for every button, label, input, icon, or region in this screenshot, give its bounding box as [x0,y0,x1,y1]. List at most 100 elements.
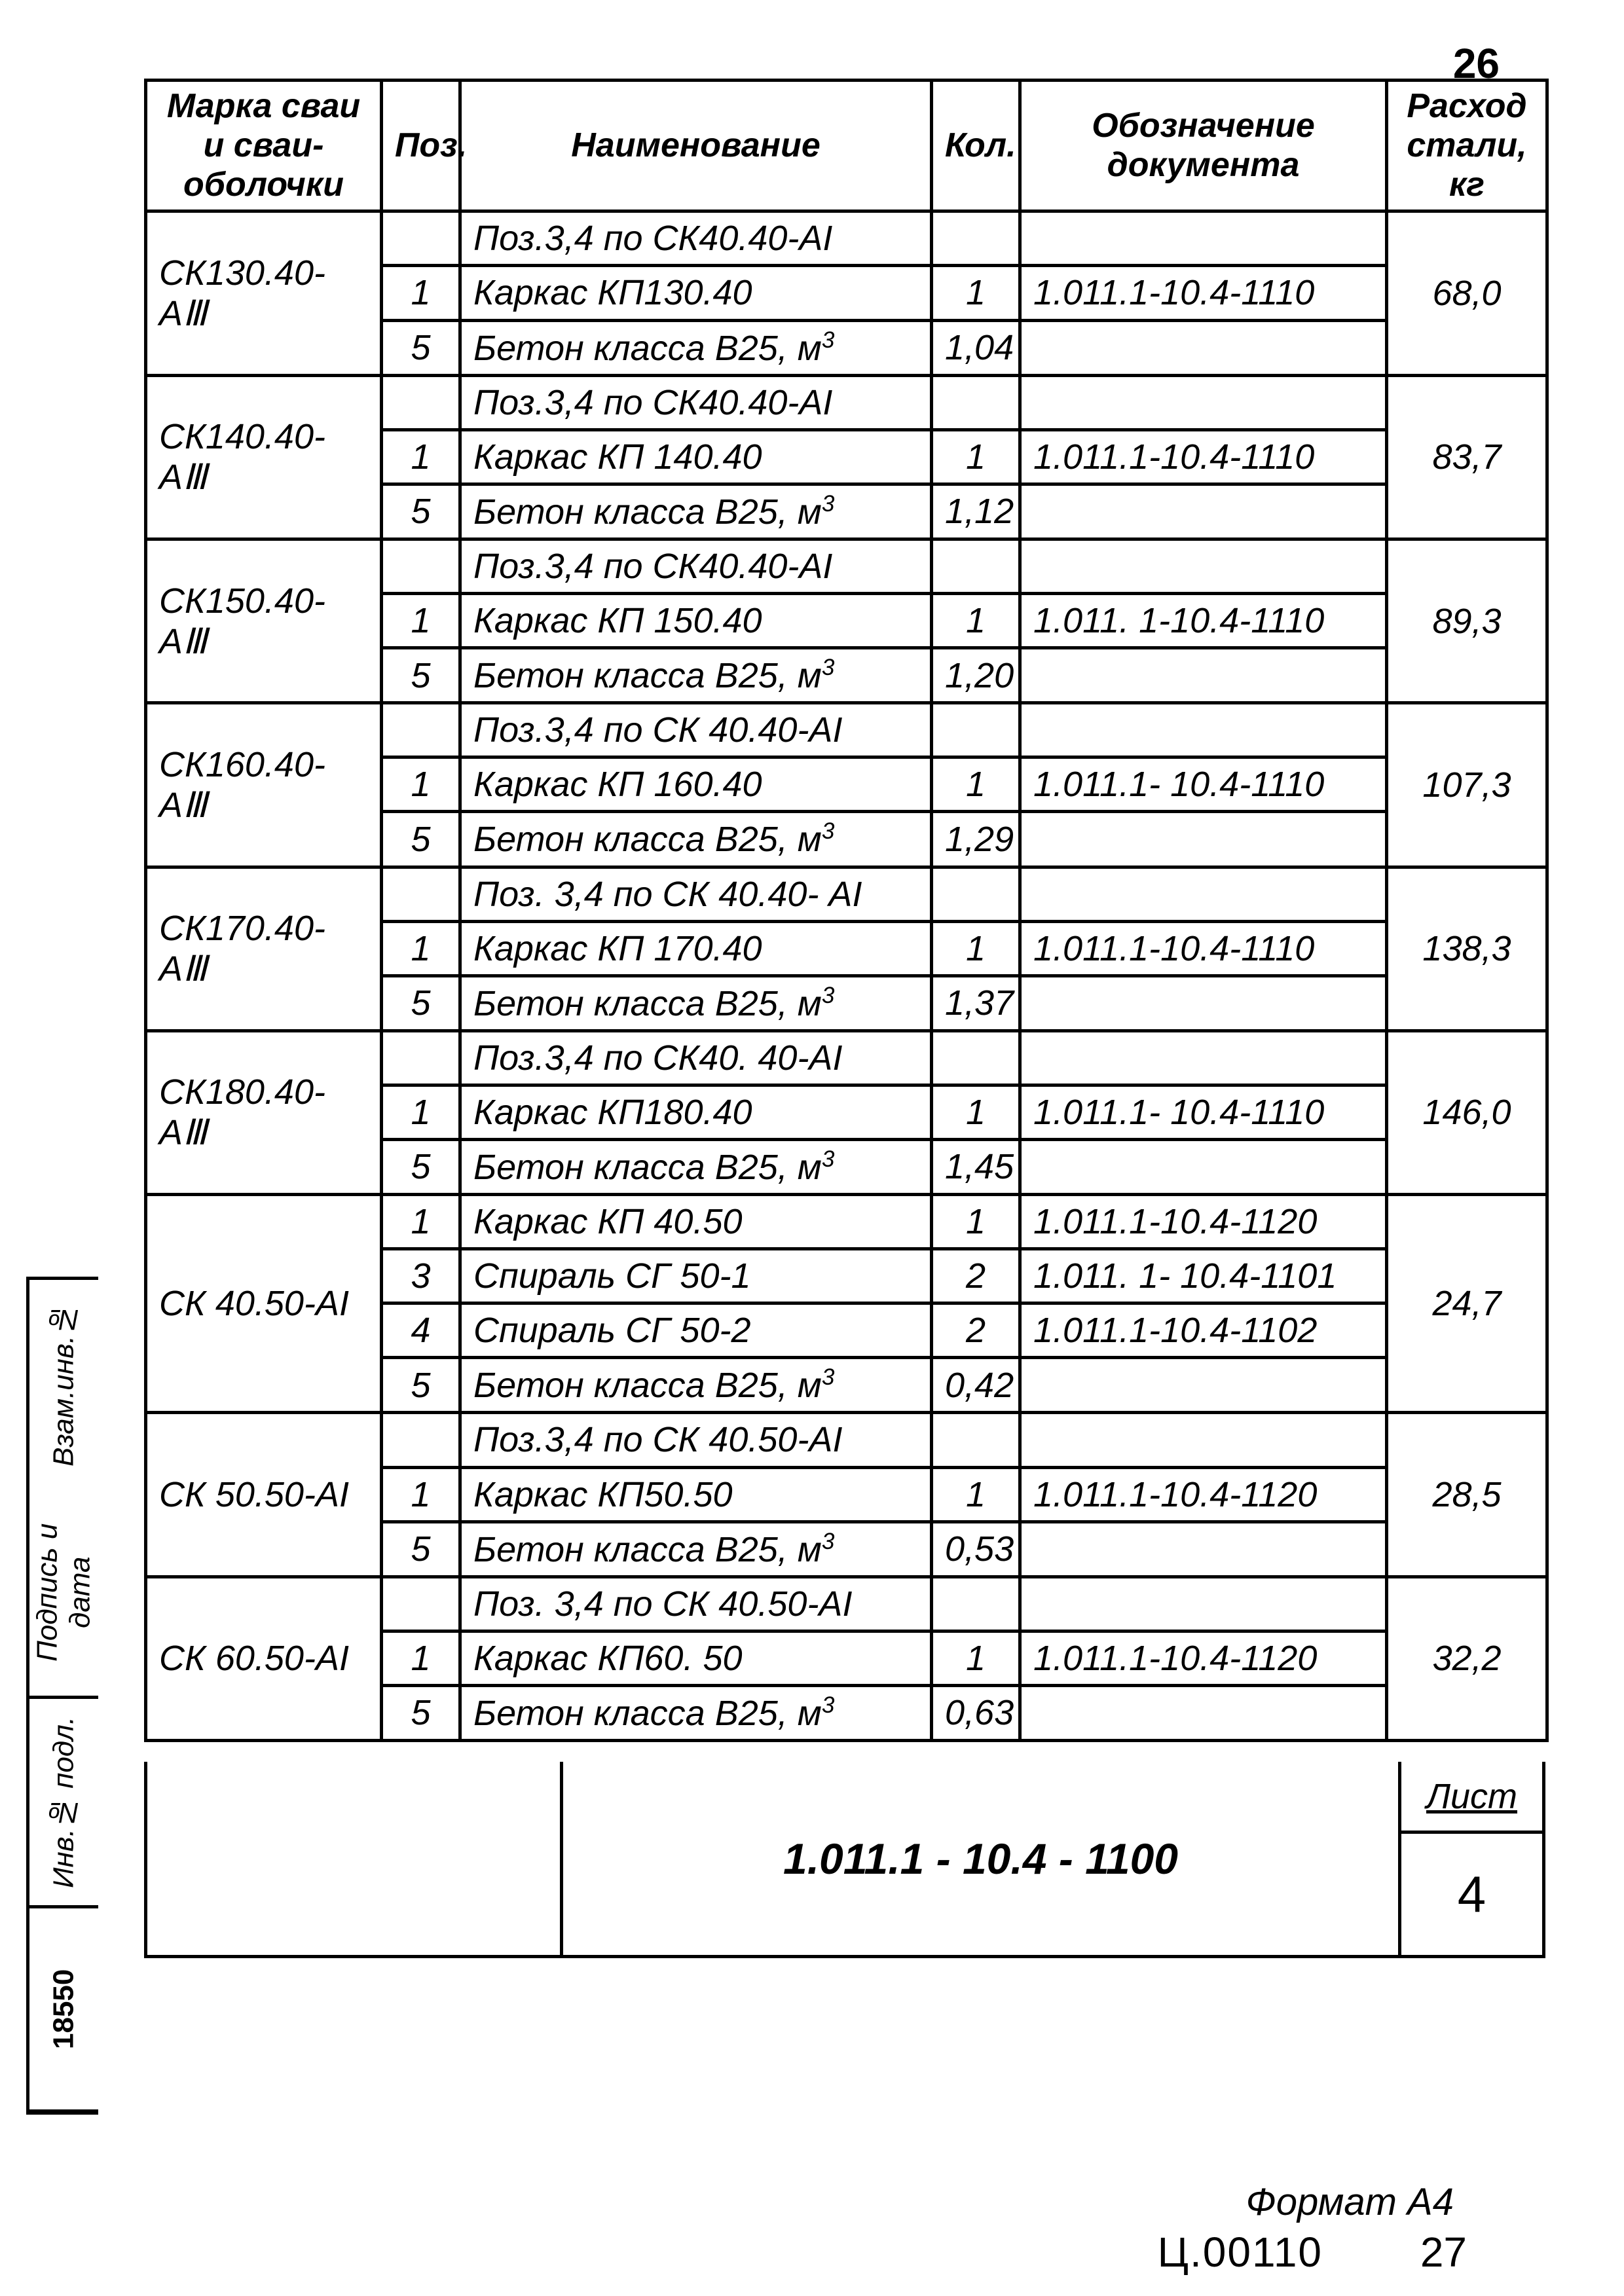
cell-name: Каркас КП 170.40 [460,921,932,975]
cell-qty: 1 [932,1085,1020,1139]
cell-steel: 138,3 [1387,867,1547,1030]
left-rail-cell-3: Инв.№ подл. [29,1699,98,1908]
cell-name: Каркас КП130.40 [460,266,932,320]
cell-pos: 1 [382,429,460,484]
cell-name: Поз.3,4 по СК40. 40-АI [460,1030,932,1085]
cell-doc [1020,1685,1387,1740]
cell-doc: 1.011.1-10.4-1120 [1020,1195,1387,1249]
cell-qty [932,703,1020,757]
cell-qty [932,867,1020,921]
cell-doc: 1.011.1- 10.4-1110 [1020,1085,1387,1139]
header-mark: Марка сваи и сваи-оболочки [146,81,382,211]
page-number: 26 [1453,39,1500,88]
cell-pos [382,1413,460,1467]
cell-doc [1020,539,1387,593]
cell-name: Бетон класса В25, м3 [460,812,932,867]
cell-pos [382,211,460,266]
cell-qty: 2 [932,1249,1020,1303]
cell-name: Поз. 3,4 по СК 40.50-АI [460,1576,932,1631]
cell-doc: 1.011.1-10.4-1110 [1020,429,1387,484]
cell-qty: 1,37 [932,975,1020,1030]
cell-qty [932,1576,1020,1631]
table-row: СК 50.50-АIПоз.3,4 по СК 40.50-АI28,5 [146,1413,1547,1467]
cell-name: Каркас КП 140.40 [460,429,932,484]
cell-doc [1020,1139,1387,1194]
cell-name: Поз.3,4 по СК40.40-АI [460,375,932,429]
title-block-right: 1.011.1 - 10.4 - 1100 Лист 4 [563,1762,1545,1958]
cell-pos [382,867,460,921]
cell-steel: 83,7 [1387,375,1547,539]
cell-pos: 1 [382,757,460,812]
sheet-number: 4 [1401,1834,1542,1955]
cell-pos: 5 [382,975,460,1030]
cell-qty: 1,12 [932,484,1020,539]
cell-doc: 1.011. 1-10.4-1110 [1020,594,1387,648]
cell-pos: 1 [382,921,460,975]
cell-pos: 1 [382,266,460,320]
cell-qty: 1,45 [932,1139,1020,1194]
cell-name: Поз.3,4 по СК40.40-АI [460,211,932,266]
cell-pos: 5 [382,1522,460,1576]
left-rail-cell-2: Подпись и дата [29,1489,98,1699]
cell-name: Бетон класса В25, м3 [460,1358,932,1413]
cell-qty: 1 [932,1467,1020,1522]
cell-doc [1020,648,1387,703]
cell-pos: 5 [382,812,460,867]
cell-qty: 1 [932,594,1020,648]
cell-name: Каркас КП 160.40 [460,757,932,812]
cell-qty: 1 [932,266,1020,320]
cell-qty: 1 [932,429,1020,484]
cell-qty [932,211,1020,266]
cell-qty [932,375,1020,429]
cell-pos [382,1576,460,1631]
cell-pos: 5 [382,648,460,703]
sheet-label: Лист [1401,1762,1542,1834]
table-row: СК 40.50-АI1Каркас КП 40.5011.011.1-10.4… [146,1195,1547,1249]
cell-name: Бетон класса В25, м3 [460,648,932,703]
cell-pos: 1 [382,1467,460,1522]
cell-pos: 5 [382,484,460,539]
cell-doc [1020,812,1387,867]
left-rail: Взам.инв.№ Подпись и дата Инв.№ подл. 18… [26,1277,98,2115]
table-row: СК130.40-АⅢПоз.3,4 по СК40.40-АI68,0 [146,211,1547,266]
left-rail-cell-1: Взам.инв.№ [29,1280,98,1489]
cell-doc: 1.011.1-10.4-1110 [1020,921,1387,975]
cell-doc [1020,320,1387,375]
cell-mark: СК 40.50-АI [146,1195,382,1413]
sheet-box: Лист 4 [1398,1762,1542,1955]
cell-pos: 3 [382,1249,460,1303]
table-row: СК180.40-АⅢПоз.3,4 по СК40. 40-АI146,0 [146,1030,1547,1085]
table-row: СК150.40-АⅢПоз.3,4 по СК40.40-АI89,3 [146,539,1547,593]
cell-name: Каркас КП60. 50 [460,1631,932,1685]
cell-name: Бетон класса В25, м3 [460,484,932,539]
cell-steel: 28,5 [1387,1413,1547,1576]
cell-steel: 32,2 [1387,1576,1547,1740]
cell-name: Бетон класса В25, м3 [460,1685,932,1740]
cell-pos: 4 [382,1303,460,1358]
cell-doc [1020,975,1387,1030]
cell-qty: 1,04 [932,320,1020,375]
cell-mark: СК180.40-АⅢ [146,1030,382,1194]
cell-qty [932,1030,1020,1085]
cell-qty: 0,63 [932,1685,1020,1740]
cell-name: Каркас КП 150.40 [460,594,932,648]
cell-qty: 0,42 [932,1358,1020,1413]
cell-qty: 1 [932,757,1020,812]
cell-qty: 1,29 [932,812,1020,867]
cell-steel: 146,0 [1387,1030,1547,1194]
table-row: СК170.40-АⅢПоз. 3,4 по СК 40.40- АI138,3 [146,867,1547,921]
footer-code: Ц.00110 [1158,2228,1323,2276]
document-number: 1.011.1 - 10.4 - 1100 [563,1762,1398,1955]
header-doc: Обозначение документа [1020,81,1387,211]
cell-pos: 5 [382,1139,460,1194]
cell-qty: 1,20 [932,648,1020,703]
cell-qty: 2 [932,1303,1020,1358]
cell-mark: СК130.40-АⅢ [146,211,382,375]
cell-name: Каркас КП 40.50 [460,1195,932,1249]
cell-steel: 24,7 [1387,1195,1547,1413]
cell-name: Поз.3,4 по СК 40.40-АI [460,703,932,757]
cell-pos [382,1030,460,1085]
cell-pos: 1 [382,1631,460,1685]
specification-table: Марка сваи и сваи-оболочки Поз. Наименов… [144,79,1549,1742]
cell-qty [932,1413,1020,1467]
